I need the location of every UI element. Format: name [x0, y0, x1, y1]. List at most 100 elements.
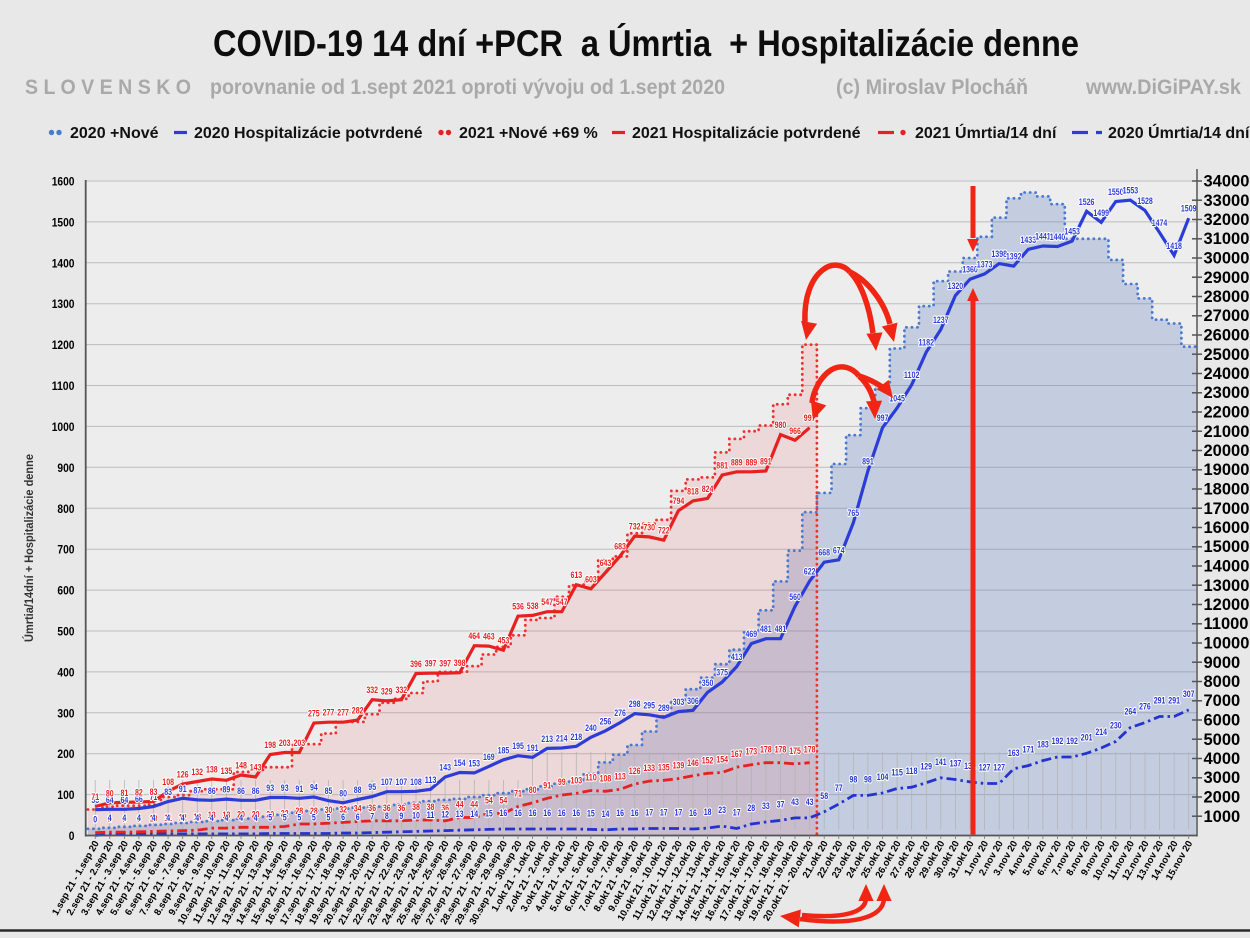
svg-text:30: 30 [325, 804, 333, 815]
svg-text:8: 8 [122, 813, 126, 824]
svg-text:1418: 1418 [1166, 240, 1182, 251]
svg-text:547: 547 [556, 596, 568, 607]
svg-text:613: 613 [571, 569, 583, 580]
svg-text:203: 203 [294, 737, 306, 748]
svg-text:307: 307 [1183, 688, 1195, 699]
svg-text:16000: 16000 [1204, 519, 1250, 537]
svg-text:COVID-19 14 dní +PCR a Úmrtia: COVID-19 14 dní +PCR a Úmrtia + Hospital… [213, 22, 1079, 64]
svg-text:118: 118 [906, 765, 918, 776]
svg-text:298: 298 [629, 698, 641, 709]
svg-text:29000: 29000 [1204, 269, 1250, 287]
svg-text:20: 20 [252, 808, 260, 819]
svg-text:794: 794 [673, 495, 685, 506]
svg-text:108: 108 [162, 776, 174, 787]
svg-text:14: 14 [470, 808, 478, 819]
svg-text:173: 173 [746, 746, 758, 757]
svg-text:4000: 4000 [1204, 750, 1241, 768]
svg-text:143: 143 [250, 762, 262, 773]
svg-text:1474: 1474 [1152, 217, 1168, 228]
svg-text:1373: 1373 [977, 258, 993, 269]
svg-text:332: 332 [366, 684, 378, 695]
svg-text:481: 481 [775, 623, 787, 634]
svg-text:32: 32 [339, 803, 347, 814]
svg-text:230: 230 [1110, 719, 1122, 730]
svg-text:8: 8 [385, 810, 389, 821]
svg-text:22: 22 [281, 808, 289, 819]
svg-text:198: 198 [264, 739, 276, 750]
svg-text:64: 64 [106, 794, 114, 805]
svg-text:1237: 1237 [933, 314, 949, 325]
svg-text:891: 891 [862, 456, 874, 467]
svg-text:668: 668 [818, 547, 830, 558]
svg-text:18: 18 [704, 806, 712, 817]
svg-text:87: 87 [193, 784, 201, 795]
svg-text:15000: 15000 [1204, 538, 1250, 556]
svg-text:33: 33 [762, 800, 770, 811]
svg-text:91: 91 [295, 783, 303, 794]
svg-text:175: 175 [789, 745, 801, 756]
svg-text:66: 66 [135, 793, 143, 804]
svg-text:469: 469 [746, 628, 758, 639]
svg-text:2021 +Nové +69 %: 2021 +Nové +69 % [459, 125, 598, 142]
svg-text:44: 44 [456, 799, 464, 810]
svg-text:12: 12 [179, 812, 187, 823]
svg-text:185: 185 [498, 744, 510, 755]
svg-text:3000: 3000 [1204, 769, 1241, 787]
svg-text:889: 889 [731, 456, 743, 467]
svg-text:15: 15 [587, 807, 595, 818]
svg-text:80: 80 [339, 787, 347, 798]
svg-text:396: 396 [410, 658, 422, 669]
svg-text:1320: 1320 [948, 280, 964, 291]
svg-text:16: 16 [529, 807, 537, 818]
svg-text:397: 397 [425, 658, 437, 669]
svg-text:413: 413 [731, 651, 743, 662]
svg-text:276: 276 [1139, 701, 1151, 712]
svg-text:16: 16 [631, 807, 639, 818]
svg-text:86: 86 [252, 785, 260, 796]
svg-text:115: 115 [891, 767, 903, 778]
svg-text:16: 16 [689, 807, 697, 818]
svg-text:2020 +Nové: 2020 +Nové [70, 125, 159, 142]
svg-text:88: 88 [354, 784, 362, 795]
svg-text:36: 36 [441, 802, 449, 813]
svg-text:306: 306 [687, 695, 699, 706]
svg-text:81: 81 [121, 787, 129, 798]
svg-text:178: 178 [775, 744, 787, 755]
svg-text:36: 36 [368, 802, 376, 813]
svg-text:1398: 1398 [991, 248, 1007, 259]
svg-text:1000: 1000 [52, 420, 75, 434]
svg-text:139: 139 [673, 760, 685, 771]
svg-text:33000: 33000 [1204, 192, 1250, 210]
svg-text:141: 141 [935, 756, 947, 767]
svg-text:5: 5 [327, 812, 331, 823]
svg-text:1102: 1102 [904, 369, 920, 380]
svg-text:891: 891 [760, 456, 772, 467]
svg-text:14: 14 [602, 808, 610, 819]
svg-text:22000: 22000 [1204, 404, 1250, 422]
svg-text:2020 Úmrtia/14 dní: 2020 Úmrtia/14 dní [1108, 123, 1250, 142]
svg-text:12000: 12000 [1204, 596, 1250, 614]
svg-text:63: 63 [91, 794, 99, 805]
svg-text:34000: 34000 [1204, 173, 1250, 191]
svg-text:17: 17 [675, 807, 683, 818]
svg-text:152: 152 [702, 754, 714, 765]
svg-text:71: 71 [514, 788, 522, 799]
svg-text:129: 129 [920, 761, 932, 772]
svg-text:86: 86 [237, 785, 245, 796]
svg-text:453: 453 [498, 635, 510, 646]
svg-text:730: 730 [643, 521, 655, 532]
svg-text:481: 481 [760, 623, 772, 634]
svg-text:818: 818 [687, 485, 699, 496]
svg-text:4: 4 [108, 812, 112, 823]
svg-text:291: 291 [1154, 695, 1166, 706]
svg-text:(c) Miroslav Plocháň: (c) Miroslav Plocháň [836, 76, 1028, 99]
svg-text:16: 16 [514, 807, 522, 818]
svg-text:200: 200 [57, 747, 74, 761]
svg-text:1550: 1550 [1108, 186, 1124, 197]
svg-text:674: 674 [833, 544, 845, 555]
svg-text:31000: 31000 [1204, 230, 1250, 248]
svg-text:277: 277 [323, 707, 335, 718]
svg-text:15: 15 [485, 807, 493, 818]
svg-text:11: 11 [164, 812, 172, 823]
svg-text:21000: 21000 [1204, 423, 1250, 441]
